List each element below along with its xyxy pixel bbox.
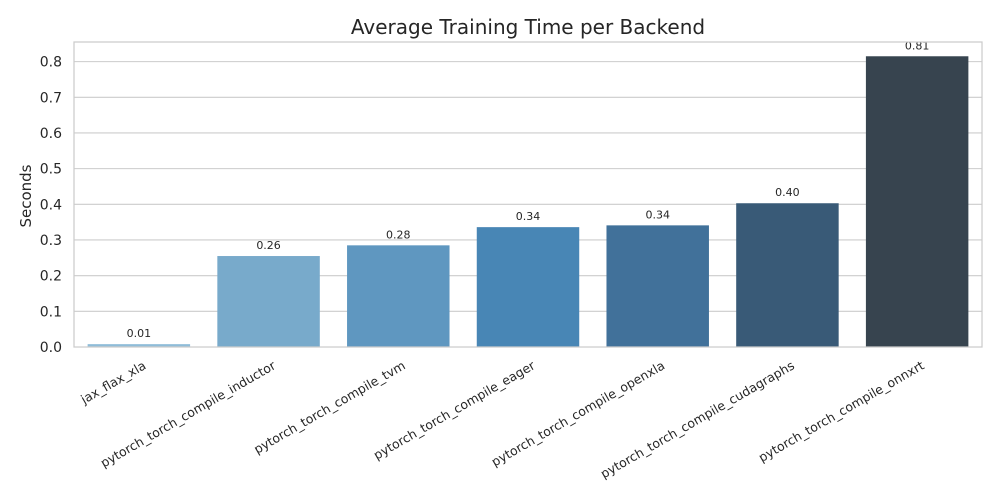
data-labels: 0.01 0.26 0.28 0.34 0.34 0.40 0.81: [127, 39, 930, 340]
bar-jax-flax-xla: [87, 344, 191, 347]
data-label: 0.81: [905, 39, 930, 52]
y-tick-label: 0.4: [40, 197, 62, 213]
y-axis-ticks: 0.0 0.1 0.2 0.3 0.4 0.5 0.6 0.7 0.8: [40, 55, 62, 356]
y-tick-label: 0.8: [40, 55, 62, 71]
x-axis-ticks: jax_flax_xlapytorch_torch_compile_induct…: [77, 357, 927, 481]
y-tick-label: 0.2: [40, 269, 62, 285]
y-tick-label: 0.7: [40, 90, 62, 106]
bars: [87, 56, 969, 347]
bar-pytorch-torch-compile-cudagraphs: [736, 203, 839, 347]
y-tick-label: 0.5: [40, 162, 62, 178]
data-label: 0.01: [127, 327, 152, 340]
plot-frame: [73, 41, 983, 348]
bar-pytorch-torch-compile-onnxrt: [865, 56, 969, 347]
data-label: 0.40: [775, 186, 800, 199]
x-tick-label: jax_flax_xla: [77, 358, 148, 408]
data-label: 0.26: [256, 239, 281, 252]
bar-pytorch-torch-compile-eager: [476, 227, 580, 347]
bar-pytorch-torch-compile-openxla: [606, 225, 709, 347]
y-tick-label: 0.1: [40, 304, 62, 320]
data-label: 0.34: [645, 208, 670, 221]
bar-pytorch-torch-compile-tvm: [347, 245, 450, 347]
bar-pytorch-torch-compile-inductor: [217, 256, 320, 347]
y-tick-label: 0.6: [40, 126, 62, 142]
y-axis-label: Seconds: [17, 164, 35, 227]
data-label: 0.34: [516, 210, 541, 223]
data-label: 0.28: [386, 228, 411, 241]
y-tick-label: 0.0: [40, 340, 62, 356]
chart-title: Average Training Time per Backend: [351, 15, 705, 39]
y-tick-label: 0.3: [40, 233, 62, 249]
